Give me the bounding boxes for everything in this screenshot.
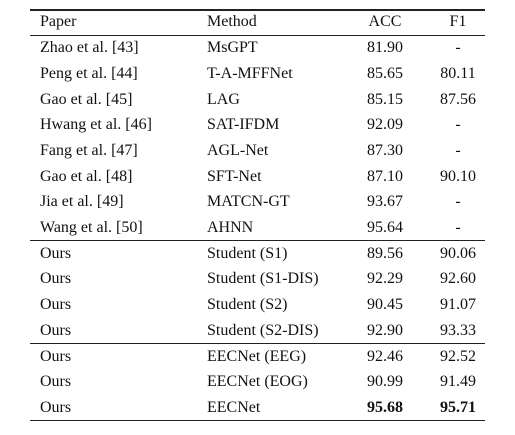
number-cell: -	[455, 116, 461, 134]
number-cell: 95.68	[367, 398, 403, 416]
top-rule	[30, 9, 485, 11]
text-cell: MATCN-GT	[207, 193, 290, 211]
text-cell: EECNet	[207, 398, 261, 416]
text-cell: Gao et al. [48]	[40, 167, 133, 185]
text-cell: Ours	[40, 321, 72, 339]
text-cell: Hwang et al. [46]	[40, 116, 152, 134]
text-cell: Ours	[40, 373, 72, 391]
number-cell: 85.65	[367, 64, 403, 82]
text-cell: Peng et al. [44]	[40, 64, 138, 82]
text-cell: Zhao et al. [43]	[40, 39, 139, 57]
bottom-rule	[30, 419, 485, 422]
number-cell: 90.99	[367, 373, 403, 391]
text-cell: Ours	[40, 398, 72, 416]
number-cell: -	[455, 39, 461, 57]
number-cell: F1	[449, 13, 467, 30]
number-cell: -	[455, 193, 461, 211]
text-cell: Ours	[40, 347, 72, 365]
number-cell: 85.15	[367, 90, 403, 108]
number-cell: 81.90	[367, 39, 403, 57]
text-cell: AGL-Net	[207, 141, 269, 159]
text-cell: LAG	[207, 90, 240, 108]
text-cell: Ours	[40, 296, 72, 314]
header-rule	[30, 34, 485, 36]
number-cell: 92.46	[367, 347, 403, 365]
text-cell: Student (S1-DIS)	[207, 270, 319, 288]
number-cell: 92.52	[440, 347, 476, 365]
number-cell: 87.56	[440, 90, 476, 108]
number-cell: 95.64	[367, 219, 403, 237]
text-cell: Ours	[40, 244, 72, 262]
text-cell: Method	[207, 13, 257, 30]
number-cell: 90.10	[440, 167, 476, 185]
number-cell: 91.07	[440, 296, 476, 314]
text-cell: T-A-MFFNet	[207, 64, 293, 82]
number-cell: 87.30	[367, 141, 403, 159]
group-rule	[30, 240, 485, 242]
group-rule	[30, 342, 485, 344]
number-cell: 92.60	[440, 270, 476, 288]
number-cell: -	[455, 141, 461, 159]
text-cell: Fang et al. [47]	[40, 141, 138, 159]
text-cell: Student (S2)	[207, 296, 288, 314]
text-cell: Student (S1)	[207, 244, 288, 262]
number-cell: 92.29	[367, 270, 403, 288]
text-cell: SFT-Net	[207, 167, 262, 185]
number-cell: 87.10	[367, 167, 403, 185]
number-cell: -	[455, 219, 461, 237]
text-cell: Jia et al. [49]	[40, 193, 124, 211]
number-cell: 93.33	[440, 321, 476, 339]
number-cell: ACC	[368, 13, 402, 30]
text-cell: EECNet (EOG)	[207, 373, 308, 391]
text-cell: Student (S2-DIS)	[207, 321, 319, 339]
number-cell: 93.67	[367, 193, 403, 211]
number-cell: 92.09	[367, 116, 403, 134]
text-cell: MsGPT	[207, 39, 258, 57]
number-cell: 91.49	[440, 373, 476, 391]
number-cell: 90.45	[367, 296, 403, 314]
number-cell: 80.11	[440, 64, 476, 82]
number-cell: 95.71	[440, 398, 476, 416]
text-cell: SAT-IFDM	[207, 116, 280, 134]
number-cell: 90.06	[440, 244, 476, 262]
text-cell: Gao et al. [45]	[40, 90, 133, 108]
text-cell: EECNet (EEG)	[207, 347, 307, 365]
text-cell: AHNN	[207, 219, 254, 237]
text-cell: Wang et al. [50]	[40, 219, 143, 237]
number-cell: 89.56	[367, 244, 403, 262]
text-cell: Ours	[40, 270, 72, 288]
text-cell: Paper	[40, 13, 77, 30]
number-cell: 92.90	[367, 321, 403, 339]
